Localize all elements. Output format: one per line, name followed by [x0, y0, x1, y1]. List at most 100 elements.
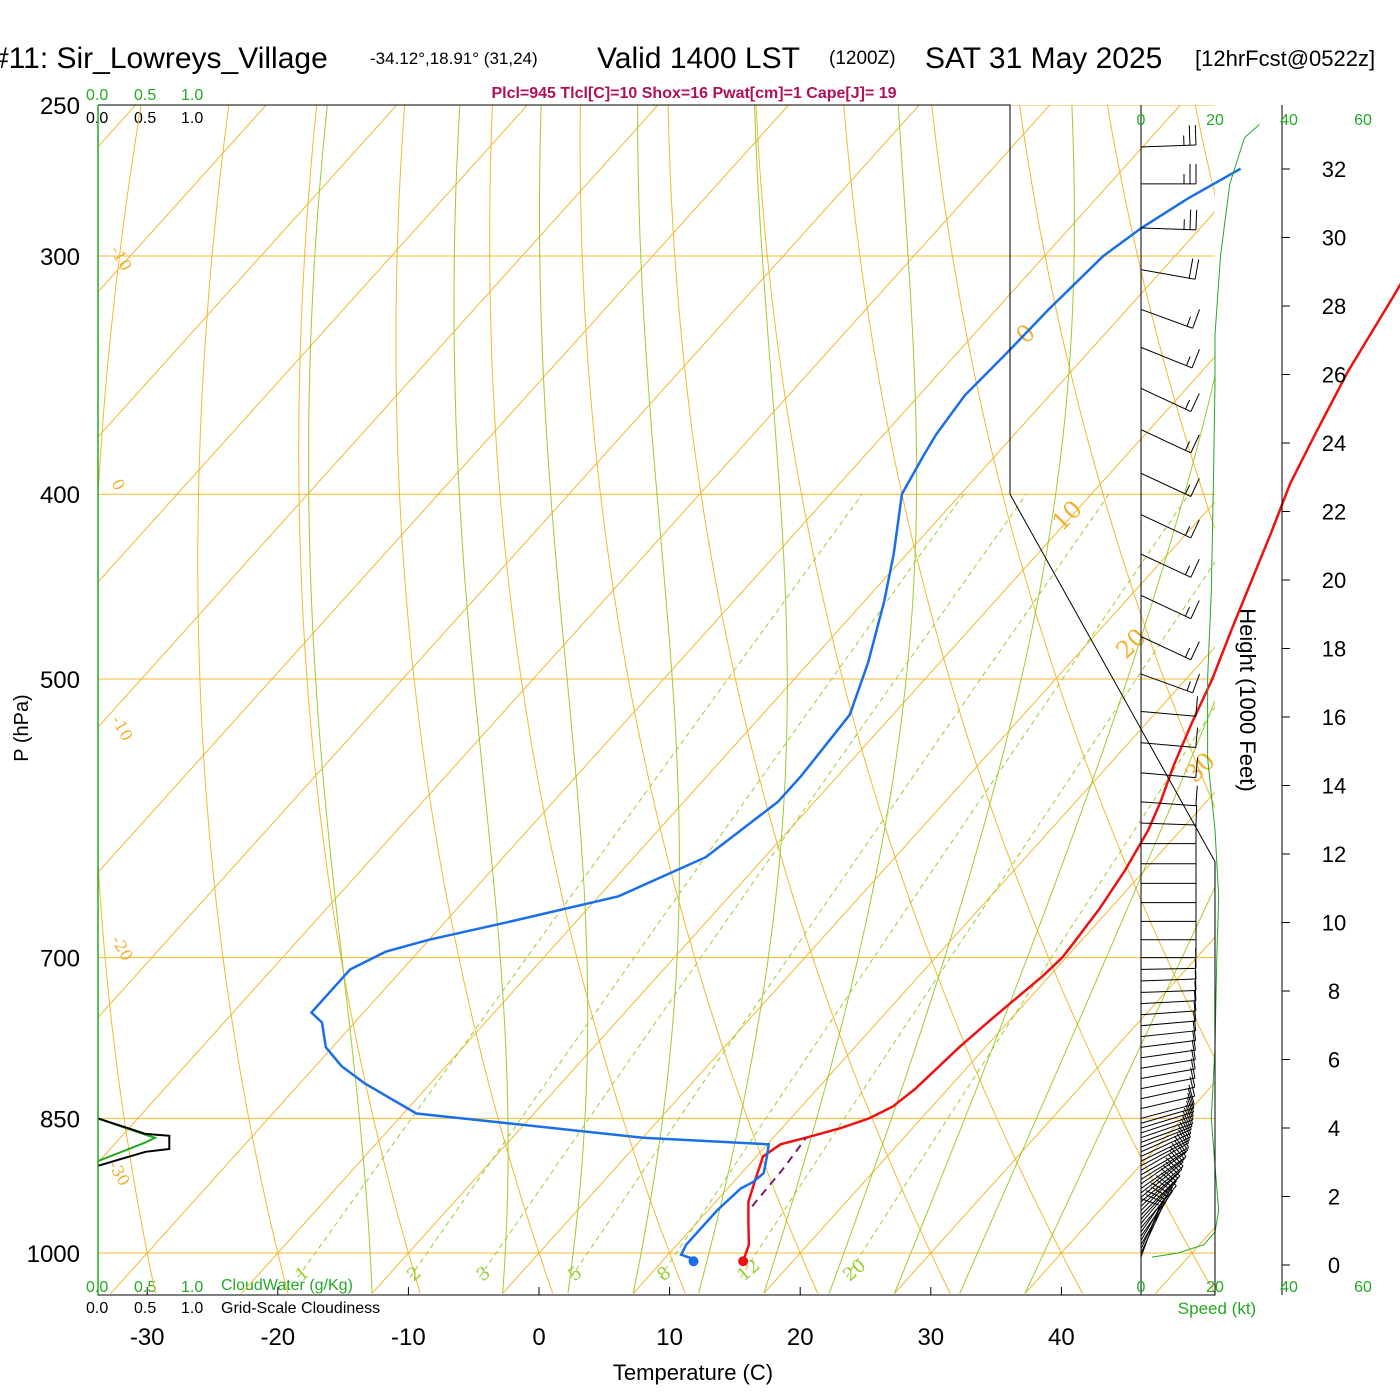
- isotherm-line: [633, 71, 1400, 1293]
- y-axis-label: P (hPa): [11, 694, 33, 761]
- x-tick-label: -30: [130, 1324, 165, 1351]
- wind-barb-half: [1185, 400, 1189, 409]
- height-tick-label: 28: [1322, 294, 1346, 319]
- height-tick-label: 18: [1322, 637, 1346, 662]
- wind-barb: [1141, 1031, 1196, 1037]
- height-tick-label: 8: [1328, 979, 1340, 1004]
- series-parcel: [752, 1138, 806, 1207]
- dry-adiabat: [396, 71, 553, 1293]
- mixing-ratio-label: 5: [564, 1262, 586, 1285]
- wind-barb: [1141, 1108, 1194, 1123]
- isotherm-line: [894, 71, 1400, 1293]
- height-tick-label: 26: [1322, 363, 1346, 388]
- wind-barb: [1141, 711, 1196, 716]
- mixing-ratio-label: 2: [403, 1262, 425, 1285]
- valid-date: SAT 31 May 2025: [925, 42, 1162, 75]
- isotherm-line: [0, 71, 166, 1293]
- height-axis-label: Height (1000 Feet): [1235, 608, 1260, 791]
- wind-barb: [1141, 347, 1192, 368]
- speed-axis-label: Speed (kt): [1178, 1299, 1256, 1318]
- cloud-scale-bottom-black-2: 1.0: [181, 1300, 203, 1317]
- cloud-scale-bottom-black-0: 0.0: [86, 1300, 108, 1317]
- cloud-scale-top-green-1: 0.5: [134, 87, 156, 104]
- pressure-tick-label: 300: [40, 244, 80, 271]
- wind-barb-flag: [1196, 210, 1197, 230]
- wind-barb-flag: [1191, 1068, 1195, 1088]
- wind-barb-flag: [1196, 786, 1197, 806]
- wind-barb-flag: [1191, 642, 1199, 660]
- pressure-tick-label: 700: [40, 946, 80, 973]
- skewt-chart: #11: Sir_Lowreys_Village -34.12°,18.91° …: [0, 0, 1400, 1400]
- pressure-tick-label: 850: [40, 1106, 80, 1133]
- wind-barb-flag: [1190, 210, 1191, 230]
- wind-barb-half: [1185, 648, 1189, 657]
- wind-barb-flag: [1191, 559, 1199, 577]
- isotherm-label: 0: [108, 476, 130, 494]
- isotherm-line: [503, 71, 1400, 1293]
- wind-barb: [1141, 309, 1193, 328]
- mixing-ratio-label: 8: [653, 1262, 675, 1285]
- wind-barb: [1141, 979, 1196, 981]
- speed-tick-bottom: 0: [1137, 1279, 1146, 1296]
- isotherm-label: 30: [1179, 747, 1220, 788]
- wind-barb-flag: [1189, 258, 1192, 278]
- height-tick-label: 14: [1322, 774, 1346, 799]
- wind-barb-flag: [1191, 520, 1199, 538]
- wind-barb-flag: [1191, 393, 1199, 411]
- x-tick-label: -20: [260, 1324, 295, 1351]
- mixing-ratio-label: 3: [473, 1262, 495, 1285]
- cloud-scale-top-black-1: 0.5: [134, 110, 156, 127]
- wind-barb-flag: [1193, 309, 1200, 328]
- dry-adiabat: [580, 71, 818, 1293]
- isotherm-line: [1025, 71, 1400, 1293]
- wind-barb: [1141, 1011, 1196, 1015]
- moist-adiabat: [764, 71, 917, 1293]
- cloud-scale-top: 0.0 0.5 1.0 0.0 0.5 1.0: [86, 87, 203, 127]
- wind-barb: [1141, 823, 1196, 825]
- surface-dewpoint-marker: [689, 1256, 699, 1266]
- x-tick-label: 0: [532, 1324, 545, 1351]
- height-tick-label: 20: [1322, 568, 1346, 593]
- dry-adiabat: [299, 71, 421, 1293]
- x-tick-label: 30: [917, 1324, 944, 1351]
- height-tick-label: 32: [1322, 157, 1346, 182]
- wind-barb: [1141, 270, 1195, 280]
- isotherm-line: [1156, 71, 1400, 1293]
- dry-adiabat: [1362, 71, 1400, 1293]
- wind-barb: [1141, 990, 1196, 992]
- speed-tick-top: 60: [1354, 112, 1372, 129]
- dry-adiabat: [1275, 71, 1400, 1293]
- mixing-ratio-label: 12: [733, 1255, 764, 1286]
- cloud-scale-bottom-black-1: 0.5: [134, 1300, 156, 1317]
- moist-adiabat: [894, 71, 1264, 1293]
- forecast-info: [12hrFcst@0522z]: [1195, 46, 1375, 71]
- wind-barb: [1141, 1069, 1195, 1079]
- cloud-scale-top-black-2: 1.0: [181, 110, 203, 127]
- cloud-scale-bottom: 0.0 0.5 1.0 CloudWater (g/Kg) 0.0 0.5 1.…: [86, 1277, 380, 1317]
- wind-barb: [1141, 473, 1191, 496]
- wind-barb-half: [1187, 317, 1190, 326]
- wind-barb: [1141, 228, 1196, 230]
- height-tick-label: 10: [1322, 911, 1346, 936]
- wind-barb-half: [1185, 607, 1189, 616]
- wind-barb: [1141, 515, 1191, 538]
- pressure-tick-label: 1000: [27, 1241, 80, 1268]
- height-tick-label: 24: [1322, 431, 1346, 456]
- moist-adiabat: [309, 71, 372, 1293]
- wind-barb: [1141, 1021, 1196, 1026]
- moist-adiabat: [454, 71, 508, 1293]
- surface-temperature-marker: [738, 1256, 748, 1266]
- wind-barb-flag: [1195, 260, 1198, 280]
- moist-adiabat: [633, 71, 679, 1293]
- wind-barb: [1141, 1060, 1195, 1069]
- cloudwater-profile: [98, 1118, 155, 1161]
- wind-barb-half: [1185, 566, 1189, 575]
- wind-barb: [1141, 1087, 1195, 1098]
- isotherm-line: [0, 71, 950, 1293]
- mixing-ratio-line: [298, 494, 862, 1277]
- x-tick-label: 20: [787, 1324, 814, 1351]
- station-coords: -34.12°,18.91° (31,24): [370, 49, 538, 68]
- height-tick-label: 16: [1322, 705, 1346, 730]
- wind-barb: [1141, 1127, 1192, 1148]
